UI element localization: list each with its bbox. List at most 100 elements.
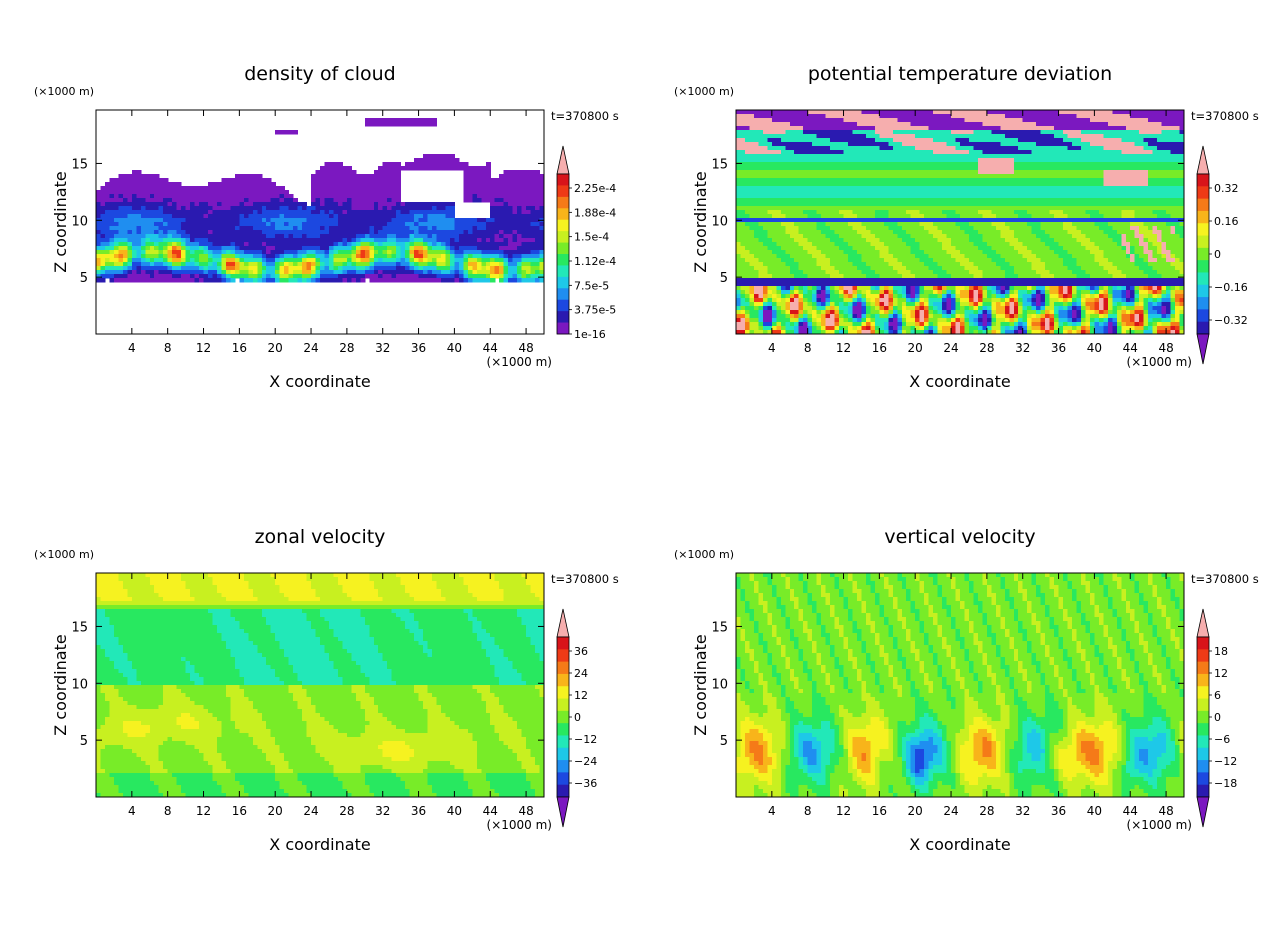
heatmap-cell [951,146,957,151]
heatmap-cell [499,258,505,263]
heatmap-cell [127,234,133,239]
heatmap-cell [113,198,119,203]
heatmap-cell [490,178,496,183]
heatmap-cell [212,198,218,203]
heatmap-cell [149,194,155,199]
heatmap-cell [96,206,102,211]
heatmap-cell [928,154,934,159]
heatmap-cell [208,202,214,207]
heatmap-cell [512,270,518,275]
colorbar-segment [557,185,569,198]
heatmap-cell [924,114,930,119]
heatmap-cell [1080,170,1087,175]
heatmap-cell [508,226,514,231]
heatmap-cell [436,234,442,239]
heatmap-cell [830,134,836,139]
heatmap-cell [396,218,402,223]
heatmap-cell [1161,142,1167,147]
heatmap-cell [740,126,746,131]
heatmap-cell [1000,142,1006,147]
heatmap-cell [843,194,849,199]
heatmap-cell [1045,130,1051,135]
heatmap-cell [794,130,800,135]
heatmap-cell [261,246,267,251]
heatmap-cell [982,142,988,147]
heatmap-cell [369,270,375,275]
heatmap-cell [109,278,115,283]
heatmap-cell [1179,154,1185,159]
heatmap-cell [423,202,429,207]
heatmap-cell [387,274,393,279]
heatmap-cell [1157,146,1163,151]
heatmap-cell [521,210,527,215]
heatmap-cell [1098,158,1104,163]
heatmap-cell [1031,146,1037,151]
heatmap-cell [337,250,343,255]
heatmap-cell [924,130,930,135]
heatmap-cell [982,190,988,195]
heatmap-cell [762,118,768,123]
heatmap-cell [530,274,536,279]
heatmap-cell [261,198,267,203]
heatmap-cell [427,122,433,127]
heatmap-cell [449,250,455,255]
heatmap-cell [1166,134,1172,139]
heatmap-cell [1009,158,1015,163]
heatmap-cell [1036,194,1042,199]
heatmap-cell [127,238,133,243]
heatmap-cell [1076,154,1082,159]
heatmap-cell [355,254,361,259]
heatmap-cell [973,126,979,131]
heatmap-cell [758,138,764,143]
heatmap-cell [266,230,272,235]
heatmap-cell [333,210,339,215]
heatmap-cell [449,166,455,171]
heatmap-cell [1031,182,1037,187]
heatmap-cell [131,198,137,203]
heatmap-cell [302,250,308,255]
heatmap-cell [776,146,782,151]
heatmap-cell [328,170,335,175]
heatmap-cell [355,226,361,231]
heatmap-cell [122,186,128,191]
heatmap-cell [190,210,196,215]
heatmap-cell [113,230,119,235]
heatmap-cell [1080,182,1087,187]
heatmap-cell [208,258,214,263]
heatmap-cell [216,262,223,267]
heatmap-cell [127,254,133,259]
heatmap-cell [937,110,943,115]
colorbar-segment [557,265,569,278]
heatmap-cell [812,154,818,159]
heatmap-cell [364,210,370,215]
heatmap-cell [924,158,930,163]
heatmap-cell [919,122,925,127]
heatmap-cell [100,270,106,275]
heatmap-cell [1179,190,1185,195]
heatmap-cell [333,238,339,243]
heatmap-cell [740,186,746,191]
heatmap-cell [405,218,411,223]
heatmap-cell [1013,130,1019,135]
heatmap-cell [145,214,151,219]
heatmap-cell [467,182,473,187]
heatmap-cell [190,254,196,259]
heatmap-cell [172,202,178,207]
heatmap-cell [355,274,361,279]
heatmap-cell [418,262,424,267]
heatmap-cell [320,258,326,263]
heatmap-cell [100,190,106,195]
heatmap-cell [149,178,155,183]
heatmap-cell [977,190,983,195]
heatmap-cell [391,210,397,215]
heatmap-cell [1058,198,1064,203]
heatmap-cell [284,262,290,267]
heatmap-cell [865,110,871,115]
heatmap-cell [351,250,357,255]
heatmap-cell [252,198,258,203]
heatmap-cell [355,262,361,267]
heatmap-cell [870,166,876,171]
heatmap-cell [749,174,755,179]
heatmap-cell [360,270,366,275]
heatmap-cell [427,218,433,223]
